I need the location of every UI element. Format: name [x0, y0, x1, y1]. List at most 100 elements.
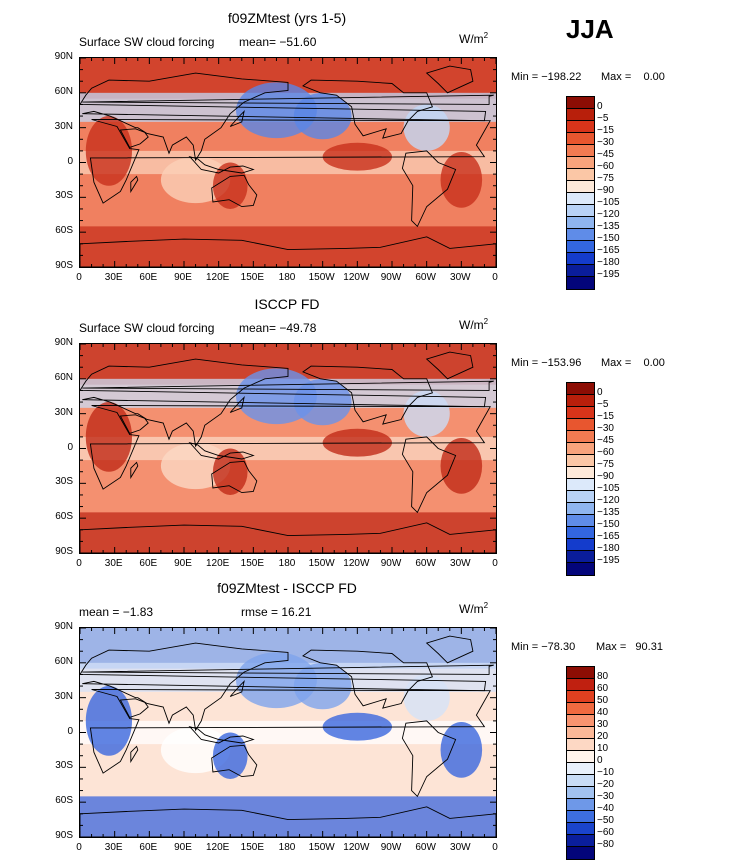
- field-anomaly: [403, 674, 450, 721]
- colorbar-swatch: [567, 539, 594, 551]
- colorbar-label: −15: [597, 125, 614, 136]
- colorbar-swatch: [567, 799, 594, 811]
- map-plot: [79, 57, 497, 268]
- colorbar-label: 10: [597, 743, 609, 754]
- field-anomaly: [440, 438, 483, 494]
- colorbar-swatch: [567, 775, 594, 787]
- colorbar-label: 30: [597, 719, 609, 730]
- colorbar-swatch: [567, 515, 594, 527]
- colorbar-swatch: [567, 265, 594, 277]
- lon-label: 30W: [450, 558, 471, 569]
- colorbar-label: −90: [597, 471, 614, 482]
- lat-label: 30N: [54, 690, 73, 702]
- colorbar-swatch: [567, 751, 594, 763]
- colorbar-swatch: [567, 395, 594, 407]
- coastline-arabia: [119, 698, 149, 718]
- coastline-uk: [82, 664, 494, 675]
- colorbar-swatch: [567, 691, 594, 703]
- units-exponent: 2: [483, 601, 489, 610]
- lat-label: 30S: [55, 760, 73, 772]
- coastline-australia: [211, 174, 258, 208]
- colorbar-label: −90: [597, 185, 614, 196]
- colorbar-label: −180: [597, 543, 620, 554]
- coastline-northamerica: [302, 365, 434, 425]
- lon-label: 150W: [308, 272, 335, 283]
- colorbar-label: −80: [597, 839, 614, 850]
- colorbar-label: −5: [597, 399, 609, 410]
- field-anomaly: [160, 726, 231, 774]
- coastline-uk: [82, 380, 494, 391]
- colorbar-swatch: [567, 703, 594, 715]
- field-band: [80, 436, 496, 461]
- colorbar-swatch: [567, 563, 594, 575]
- colorbar-swatch: [567, 479, 594, 491]
- colorbar-label: −195: [597, 555, 620, 566]
- lon-label: 90W: [380, 272, 402, 283]
- lon-label: 150E: [240, 558, 265, 569]
- coastline-eurasia: [80, 72, 487, 162]
- lat-label: 60S: [55, 511, 73, 523]
- colorbar-swatch: [567, 193, 594, 205]
- lat-label: 90S: [55, 830, 73, 841]
- colorbar-label: −75: [597, 459, 614, 470]
- field-anomaly: [85, 686, 132, 756]
- colorbar-label: −60: [597, 161, 614, 172]
- coastline-africa: [89, 119, 491, 204]
- coastline-southamerica: [401, 720, 457, 798]
- colorbar-swatch: [567, 145, 594, 157]
- lat-label: 60S: [55, 225, 73, 237]
- lon-label: 60E: [139, 272, 158, 283]
- coastline-indonesia: [188, 725, 255, 744]
- colorbar-label: 0: [597, 101, 603, 112]
- colorbar-swatch: [567, 205, 594, 217]
- field-label: Surface SW cloud forcing: [79, 35, 215, 49]
- colorbar-swatch: [567, 823, 594, 835]
- lat-label: 90N: [54, 337, 73, 348]
- colorbar-swatch: [567, 109, 594, 121]
- colorbar-label: −165: [597, 245, 620, 256]
- field-anomaly: [403, 390, 450, 437]
- field-anomaly: [212, 162, 248, 209]
- coastline-australia: [211, 744, 258, 778]
- lon-label: 30W: [450, 272, 471, 283]
- lon-label: 0: [76, 842, 82, 853]
- max-label: Max = 90.31: [596, 641, 663, 653]
- colorbar-label: −45: [597, 149, 614, 160]
- colorbar-label: −135: [597, 507, 620, 518]
- colorbar-swatch: [567, 407, 594, 419]
- lat-label: 30S: [55, 476, 73, 488]
- season-label: JJA: [566, 14, 614, 44]
- colorbar-label: −120: [597, 495, 620, 506]
- lon-label: 0: [76, 272, 82, 283]
- colorbar-label: −45: [597, 435, 614, 446]
- min-label: Min = −198.22: [511, 71, 582, 83]
- lat-label: 90N: [54, 51, 73, 62]
- colorbar-swatch: [567, 121, 594, 133]
- field-anomaly: [293, 662, 352, 710]
- coastline-antarctica: [80, 522, 496, 553]
- lat-label: 60N: [54, 85, 73, 97]
- colorbar-label: −50: [597, 815, 614, 826]
- max-label: Max = 0.00: [601, 71, 665, 83]
- coastline-greenland: [425, 65, 474, 94]
- coastline-northamerica: [302, 649, 434, 709]
- coastline-eurasia: [80, 358, 487, 448]
- colorbar-swatch: [567, 133, 594, 145]
- units-text: W/m: [459, 602, 484, 616]
- colorbar-swatch: [567, 181, 594, 193]
- colorbar-swatch: [567, 431, 594, 443]
- colorbar-label: −60: [597, 447, 614, 458]
- colorbar-label: −75: [597, 173, 614, 184]
- field-anomaly: [160, 156, 231, 204]
- colorbar-label: 0: [597, 387, 603, 398]
- colorbar-swatch: [567, 835, 594, 847]
- colorbar-swatch: [567, 97, 594, 109]
- lat-label: 90N: [54, 621, 73, 632]
- field-anomaly: [212, 448, 248, 495]
- min-label: Min = −153.96: [511, 357, 582, 369]
- lon-label: 60W: [415, 842, 436, 853]
- colorbar-label: 20: [597, 731, 609, 742]
- field-anomaly: [85, 116, 132, 186]
- colorbar-swatch: [567, 763, 594, 775]
- colorbar-label: 40: [597, 707, 609, 718]
